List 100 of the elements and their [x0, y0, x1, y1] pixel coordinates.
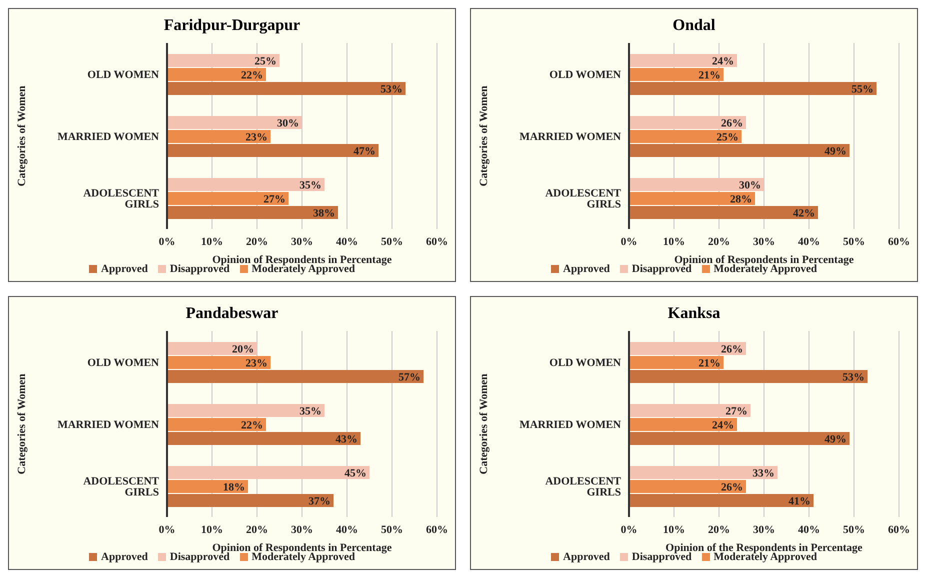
x-tick-label: 10%	[663, 524, 685, 536]
x-tick-label: 40%	[798, 236, 820, 248]
data-label: 25%	[254, 56, 276, 68]
data-label: 38%	[313, 208, 335, 220]
y-tick-label: OLD WOMEN	[549, 68, 622, 81]
y-tick-label: MARRIED WOMEN	[57, 130, 160, 143]
x-tick-label: 50%	[381, 236, 403, 248]
x-tick-label: 60%	[426, 236, 448, 248]
bar	[167, 144, 378, 157]
data-label: 28%	[730, 194, 752, 206]
legend-label: Approved	[563, 551, 610, 563]
bar	[167, 404, 324, 417]
bar	[629, 466, 778, 479]
bar	[167, 432, 360, 445]
legend-label: Moderately Approved	[252, 263, 355, 275]
bar	[167, 192, 288, 205]
x-tick-label: 30%	[753, 236, 775, 248]
y-tick-label: OLD WOMEN	[87, 68, 160, 81]
data-label: 26%	[721, 482, 743, 494]
bar	[629, 418, 737, 431]
bar	[167, 178, 324, 191]
legend-label: Moderately Approved	[252, 551, 355, 563]
data-label: 23%	[246, 132, 268, 144]
data-label: 30%	[277, 118, 299, 130]
data-label: 27%	[264, 194, 286, 206]
x-tick-label: 10%	[663, 236, 685, 248]
x-tick-label: 40%	[798, 524, 820, 536]
data-label: 24%	[712, 420, 734, 432]
data-label: 27%	[726, 406, 748, 418]
y-axis-title: Categories of Women	[16, 86, 28, 186]
bar	[167, 356, 270, 369]
x-axis-title: Opinion of Respondents in Percentage	[212, 254, 392, 266]
x-tick-label: 20%	[708, 236, 730, 248]
data-label: 45%	[344, 468, 366, 480]
data-label: 37%	[308, 496, 330, 508]
data-label: 33%	[752, 468, 774, 480]
chart-title: Kanksa	[666, 305, 722, 324]
data-label: 26%	[721, 344, 743, 356]
x-tick-label: 60%	[426, 524, 448, 536]
data-label: 21%	[698, 358, 720, 370]
data-label: 23%	[246, 358, 268, 370]
x-tick-label: 0%	[620, 524, 638, 536]
data-label: 57%	[398, 372, 420, 384]
bar	[167, 116, 302, 129]
data-label: 53%	[842, 372, 864, 384]
x-tick-label: 60%	[888, 524, 910, 536]
data-label: 21%	[698, 70, 720, 82]
x-axis-title: Opinion of Respondents in Percentage	[212, 542, 392, 554]
data-label: 42%	[793, 208, 815, 220]
x-axis-title: Opinion of Respondents in Percentage	[674, 254, 854, 266]
bar	[167, 130, 270, 143]
bar	[629, 144, 850, 157]
data-label: 43%	[336, 434, 358, 446]
y-tick-label: MARRIED WOMEN	[57, 418, 160, 431]
x-tick-label: 20%	[708, 524, 730, 536]
x-tick-label: 20%	[246, 524, 268, 536]
data-label: 53%	[380, 84, 402, 96]
bar	[167, 54, 280, 67]
bar	[167, 466, 370, 479]
legend-label: Disapproved	[170, 551, 230, 563]
data-label: 55%	[852, 84, 874, 96]
x-tick-label: 30%	[291, 524, 313, 536]
bar	[167, 82, 406, 95]
data-label: 22%	[241, 420, 263, 432]
bar	[167, 342, 257, 355]
data-label: 26%	[721, 118, 743, 130]
bar	[629, 370, 868, 383]
y-axis-title: Categories of Women	[478, 86, 490, 186]
data-label: 20%	[232, 344, 254, 356]
bar	[629, 68, 724, 81]
x-tick-label: 30%	[291, 236, 313, 248]
bar	[629, 494, 814, 507]
x-tick-label: 0%	[158, 524, 176, 536]
data-label: 35%	[300, 180, 322, 192]
y-tick-label: ADOLESCENT GIRLS	[83, 475, 160, 498]
y-axis-title: Categories of Women	[478, 374, 490, 474]
bar	[629, 206, 818, 219]
chart-title: Pandabeswar	[184, 305, 280, 324]
data-label: 22%	[241, 70, 263, 82]
bar	[629, 432, 850, 445]
x-tick-label: 10%	[201, 524, 223, 536]
legend-label: Disapproved	[632, 263, 692, 275]
data-label: 35%	[300, 406, 322, 418]
x-tick-label: 50%	[381, 524, 403, 536]
data-label: 41%	[788, 496, 810, 508]
data-label: 49%	[824, 434, 846, 446]
x-tick-label: 20%	[246, 236, 268, 248]
y-tick-label: ADOLESCENT GIRLS	[545, 187, 622, 210]
bar	[167, 494, 334, 507]
bar	[167, 370, 424, 383]
y-tick-label: MARRIED WOMEN	[519, 418, 622, 431]
bar	[629, 192, 755, 205]
legend-label: Approved	[101, 551, 148, 563]
x-tick-label: 50%	[843, 236, 865, 248]
bar	[167, 68, 266, 81]
bar	[167, 418, 266, 431]
bar	[167, 206, 338, 219]
x-tick-label: 40%	[336, 524, 358, 536]
x-tick-label: 40%	[336, 236, 358, 248]
legend-label: Approved	[563, 263, 610, 275]
